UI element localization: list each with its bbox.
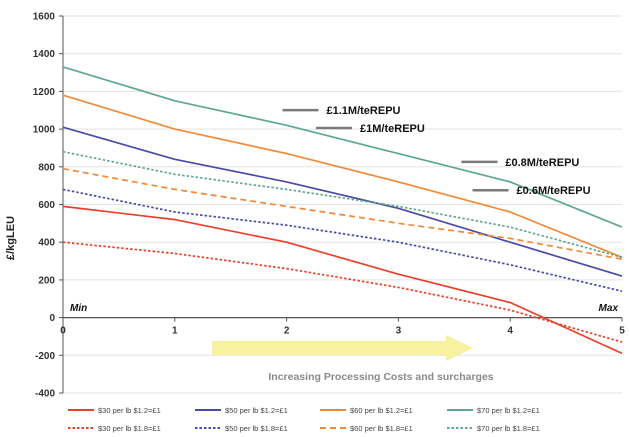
- y-tick-label: 1400: [33, 49, 56, 60]
- x-tick-labels: 0 1 2 3 4 5: [60, 326, 625, 337]
- annotation-label-2: £1M/teREPU: [360, 123, 425, 135]
- legend: $30 per lb $1.2=£1 $50 per lb $1.2=£1 $60 …: [68, 406, 540, 433]
- y-tick-label: 600: [38, 200, 55, 211]
- y-tick-label: -200: [35, 351, 55, 362]
- x-tick-label: 5: [619, 326, 625, 337]
- series-line-8: [62, 150, 623, 259]
- y-tick-label: 1000: [33, 125, 56, 136]
- y-tick-labels: -400 -200 0 200 400 600 800 1000 1200 1400 1600: [33, 12, 56, 400]
- series-line-1: [62, 205, 623, 355]
- yellow-arrow: [212, 335, 473, 361]
- legend-label: $60 per lb $1.8=£1: [350, 424, 413, 433]
- annotation-label-4: £0.6M/teREPU: [517, 185, 591, 197]
- x-tick-label: 2: [284, 326, 290, 337]
- min-label: Min: [70, 303, 87, 314]
- y-tick-label: 400: [38, 238, 55, 249]
- annotation-label-3: £0.8M/teREPU: [505, 157, 579, 169]
- series-line-6: [62, 188, 623, 293]
- cost-arrow: [212, 335, 473, 361]
- arrow-label: Increasing Processing Costs and surcharg…: [268, 371, 493, 383]
- legend-label: $30 per lb $1.2=£1: [98, 406, 161, 415]
- series-line-3: [62, 94, 623, 259]
- y-tick-label: 800: [38, 162, 55, 173]
- legend-label: $70 per lb $1.8=£1: [477, 424, 540, 433]
- y-tick-label: 1600: [33, 12, 56, 23]
- series-line-4: [62, 66, 623, 228]
- max-label: Max: [599, 303, 619, 314]
- series-line-2: [62, 126, 623, 277]
- x-tick-label: 4: [507, 326, 513, 337]
- y-tick-label: -400: [35, 389, 55, 400]
- axes: [59, 15, 623, 394]
- legend-label: $50 per lb $1.2=£1: [225, 406, 288, 415]
- grid-lines: [63, 15, 622, 394]
- series-lines: [62, 66, 623, 355]
- series-line-7: [62, 167, 623, 261]
- annotations: £1.1M/teREPU £1M/teREPU £0.8M/teREPU £0.6M/…: [282, 105, 591, 197]
- legend-label: $50 per lb $1.8=£1: [225, 424, 288, 433]
- legend-label: $70 per lb $1.2=£1: [477, 406, 540, 415]
- legend-label: $60 per lb $1.2=£1: [350, 406, 413, 415]
- x-tick-label: 0: [60, 326, 66, 337]
- legend-label: $30 per lb $1.8=£1: [98, 424, 161, 433]
- series-line-5: [62, 241, 623, 343]
- y-axis-label: £/kgLEU: [5, 216, 17, 260]
- y-tick-label: 1200: [33, 87, 56, 98]
- x-tick-label: 1: [172, 326, 178, 337]
- y-tick-label: 200: [38, 275, 55, 286]
- x-tick-label: 3: [396, 326, 402, 337]
- y-tick-label: 0: [49, 313, 55, 324]
- annotation-label-1: £1.1M/teREPU: [327, 105, 401, 117]
